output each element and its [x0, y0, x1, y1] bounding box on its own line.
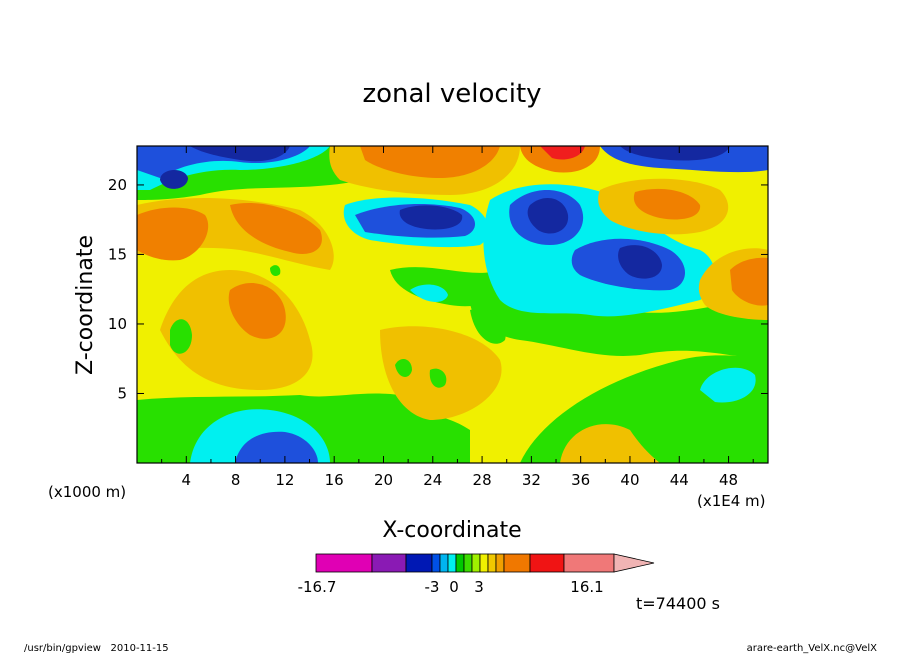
x-tick-label: 48: [719, 471, 738, 489]
time-label: t=74400 s: [636, 594, 720, 613]
x-unit-label: (x1E4 m): [697, 492, 766, 510]
colorbar: [315, 553, 655, 573]
colorbar-mid-label-pos: 3: [474, 578, 484, 596]
x-tick-label: 40: [620, 471, 639, 489]
colorbar-segment: [447, 553, 457, 573]
colorbar-segment: [529, 553, 565, 573]
y-tick-label: 15: [108, 245, 127, 263]
colorbar-segment: [463, 553, 473, 573]
colorbar-segment: [405, 553, 433, 573]
x-tick-label: 12: [275, 471, 294, 489]
x-tick-label: 16: [325, 471, 344, 489]
colorbar-arrow: [613, 553, 655, 573]
y-axis-label: Z-coordinate: [73, 235, 98, 375]
y-unit-label: (x1000 m): [48, 483, 126, 501]
x-tick-label: 44: [670, 471, 689, 489]
x-tick-label: 32: [522, 471, 541, 489]
x-tick-label: 36: [571, 471, 590, 489]
contour-field: [137, 146, 768, 463]
plot-frame: [136, 145, 769, 464]
y-tick-label: 10: [108, 315, 127, 333]
colorbar-segment: [503, 553, 531, 573]
x-tick-label: 4: [182, 471, 192, 489]
colorbar-max-label: 16.1: [570, 578, 603, 596]
colorbar-segment: [479, 553, 489, 573]
colorbar-segment: [563, 553, 615, 573]
footer-left: /usr/bin/gpview 2010-11-15: [24, 643, 169, 654]
colorbar-mid-label-neg: -3: [425, 578, 440, 596]
colorbar-segment: [495, 553, 505, 573]
x-tick-label: 24: [423, 471, 442, 489]
colorbar-segment: [431, 553, 441, 573]
colorbar-segment: [439, 553, 449, 573]
x-axis-label: X-coordinate: [382, 518, 521, 543]
x-tick-label: 28: [473, 471, 492, 489]
y-tick-label: 5: [117, 384, 127, 402]
y-axis: 5 10 15 20: [108, 176, 768, 402]
colorbar-min-label: -16.7: [298, 578, 337, 596]
footer-right: arare-earth_VelX.nc@VelX: [747, 643, 878, 654]
colorbar-mid-label-zero: 0: [449, 578, 459, 596]
colorbar-segment: [315, 553, 373, 573]
x-tick-label: 20: [374, 471, 393, 489]
colorbar-segment: [455, 553, 465, 573]
x-axis: 4 8 12 16 20 24 28 32 36 40 44 48: [161, 146, 754, 489]
colorbar-segment: [487, 553, 497, 573]
colorbar-segment: [371, 553, 407, 573]
colorbar-segment: [471, 553, 481, 573]
x-tick-label: 8: [231, 471, 241, 489]
chart-title: zonal velocity: [362, 79, 541, 109]
y-tick-label: 20: [108, 176, 127, 194]
